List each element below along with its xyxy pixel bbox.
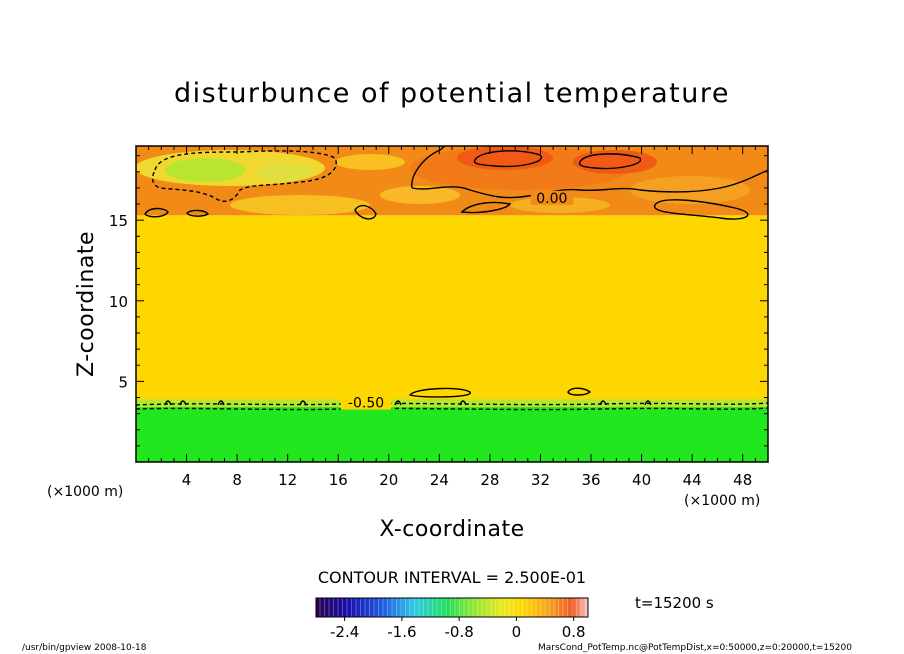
contour-bump [644,400,652,406]
y-axis-title: Z-coordinate [74,231,99,377]
contour-solid [144,207,169,218]
contour-bump [164,400,172,406]
contour-solid [460,201,512,214]
x-tick-label: 36 [581,471,600,489]
x-tick-label: 28 [480,471,499,489]
x-tick-label: 40 [632,471,651,489]
x-tick-label: 16 [329,471,348,489]
footer-left: /usr/bin/gpview 2008-10-18 [22,643,147,653]
contour-label: 0.00 [536,191,567,207]
y-tick-label: 15 [109,212,128,230]
contour-solid [408,387,471,398]
contour-solid [578,153,642,170]
footer-right: MarsCond_PotTemp.nc@PotTempDist,x=0:5000… [538,643,852,653]
region-lower-layer [136,403,768,462]
transition-band [136,399,768,408]
chart-title: disturbunce of potential temperature [174,78,730,109]
plot-area [136,146,768,462]
x-tick-label: 12 [278,471,297,489]
contour-interval: CONTOUR INTERVAL = 2.500E-01 [318,568,586,587]
contour-bump [217,400,225,406]
x-tick-label: 20 [379,471,398,489]
contour-bump [599,400,607,406]
contour-dashed [136,407,768,411]
contour-bump [179,400,187,406]
y-axis: 5 10 15 [109,155,768,447]
contour-label: -0.50 [348,396,384,412]
contour-bump [459,400,467,406]
contour-solid [567,387,592,396]
x-tick-label: 32 [531,471,550,489]
contour-solid [186,209,210,217]
x-tick-label: 4 [182,471,192,489]
colorbar-tick-label: -0.8 [445,623,474,641]
region-middle-layer [136,215,768,404]
y-unit-label: (×1000 m) [47,484,123,500]
contour-dashed [136,402,768,406]
x-tick-label: 8 [232,471,242,489]
contour-solid [473,150,543,168]
time-label: t=15200 s [635,594,714,612]
contour-solid [354,204,377,220]
contour-bump [394,400,402,406]
contour-solid [654,199,749,220]
colorbar-tick-label: 0 [512,623,522,641]
x-tick-label: 24 [430,471,449,489]
colorbar: -2.4 -1.6 -0.8 0 0.8 [315,597,589,641]
colorbar-tick-label: -1.6 [387,623,416,641]
x-axis: 4 8 12 16 20 24 28 32 36 40 44 48 [148,146,756,489]
x-unit-label: (×1000 m) [684,493,760,509]
contour-bump [299,400,307,406]
x-axis-title: X-coordinate [379,517,524,542]
y-tick-label: 5 [118,373,128,391]
contour-solid [411,146,768,199]
colorbar-tick-label: 0.8 [562,623,586,641]
x-tick-label: 48 [733,471,752,489]
x-tick-label: 44 [683,471,702,489]
colorbar-tick-label: -2.4 [330,623,359,641]
y-tick-label: 10 [109,293,128,311]
contour-dashed [151,150,337,202]
